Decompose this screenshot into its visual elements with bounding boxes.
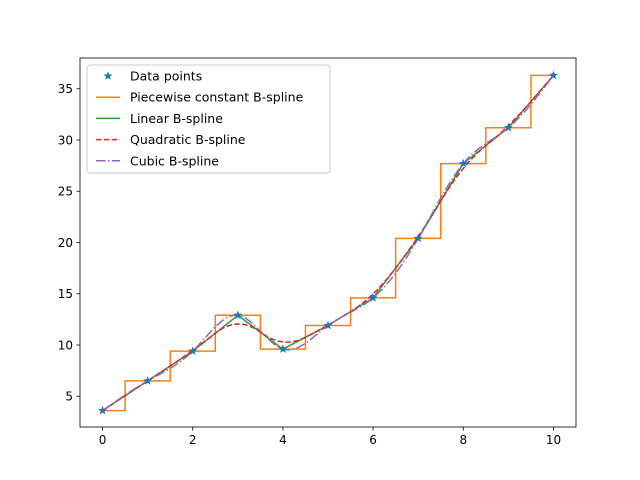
legend-label: Data points — [130, 69, 202, 84]
legend-box — [86, 64, 331, 174]
data-point-marker — [142, 375, 153, 385]
data-point-marker — [548, 70, 559, 80]
data-point-marker — [413, 233, 423, 243]
y-tick-label: 15 — [58, 287, 73, 301]
y-tick-label: 10 — [58, 338, 73, 352]
x-tick-label: 6 — [369, 433, 377, 447]
x-axis: 0 2 4 6 8 10 — [99, 427, 561, 447]
x-tick-label: 0 — [99, 433, 107, 447]
data-point-marker — [97, 405, 108, 415]
data-point-marker — [233, 310, 243, 320]
y-tick-label: 5 — [65, 390, 73, 404]
x-tick-label: 4 — [279, 433, 287, 447]
legend-label: Quadratic B-spline — [130, 132, 246, 147]
legend-marker-data-points — [103, 71, 113, 81]
x-tick-label: 10 — [546, 433, 561, 447]
x-tick-label: 8 — [459, 433, 467, 447]
data-point-marker — [368, 292, 378, 302]
y-tick-label: 25 — [58, 185, 73, 199]
data-point-marker — [323, 320, 333, 330]
y-tick-label: 30 — [58, 133, 73, 147]
legend-label: Cubic B-spline — [130, 153, 219, 168]
legend-label: Linear B-spline — [130, 111, 223, 126]
data-point-marker — [458, 158, 468, 168]
legend: Data points Piecewise constant B-spline Li… — [86, 64, 331, 174]
data-point-marker — [503, 122, 514, 132]
y-tick-label: 35 — [58, 82, 73, 96]
y-axis: 5 10 15 20 25 30 35 — [58, 82, 80, 404]
legend-label: Piecewise constant B-spline — [130, 90, 304, 105]
x-tick-label: 2 — [189, 433, 197, 447]
data-point-marker — [278, 344, 288, 354]
y-tick-label: 20 — [58, 236, 73, 250]
data-point-marker — [188, 346, 198, 356]
plot-area — [97, 70, 559, 415]
